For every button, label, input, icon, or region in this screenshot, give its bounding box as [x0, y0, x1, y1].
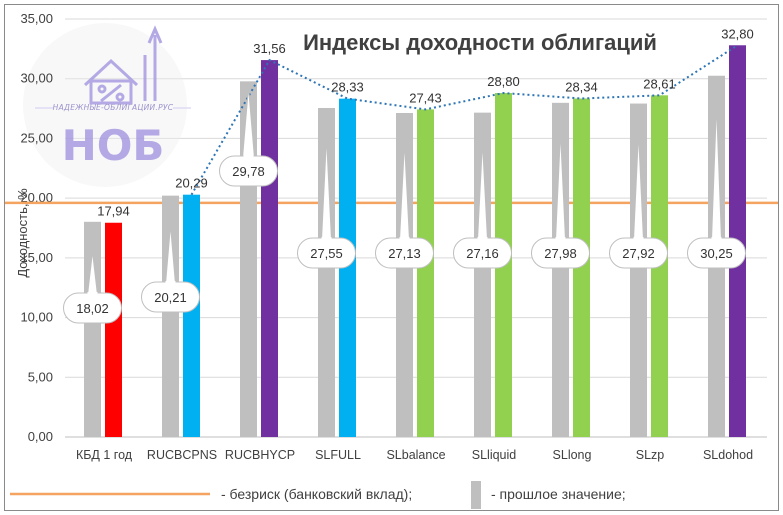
current-value-label: 28,33 — [331, 80, 364, 95]
previous-value-label: 27,55 — [310, 246, 343, 261]
bar-previous — [552, 102, 569, 437]
bar-current — [261, 60, 278, 437]
bar-previous — [474, 112, 491, 437]
current-value-label: 28,61 — [643, 76, 676, 91]
current-value-label: 28,34 — [565, 80, 598, 95]
category-label: SLdohod — [703, 448, 753, 462]
callout-joint — [555, 237, 566, 241]
bar-previous — [396, 112, 413, 437]
previous-value-label: 29,78 — [232, 164, 265, 179]
logo-watermark: НАДЕЖНЫЕ-ОБЛИГАЦИИ.РУС НОБ — [23, 23, 191, 187]
previous-value-label: 27,92 — [622, 246, 655, 261]
y-tick-label: 5,00 — [28, 369, 53, 384]
current-value-label: 32,80 — [721, 26, 754, 41]
current-value-label: 31,56 — [253, 41, 286, 56]
bar-current — [417, 109, 434, 438]
y-tick-label: 15,00 — [20, 250, 53, 265]
y-tick-label: 20,00 — [20, 190, 53, 205]
bars — [84, 45, 746, 438]
y-tick-label: 30,00 — [20, 71, 53, 86]
previous-value-label: 27,98 — [544, 246, 577, 261]
category-label: SLzp — [636, 448, 665, 462]
y-tick-labels: 0,00 5,00 10,00 15,00 20,00 25,00 30,00 35,00 — [20, 11, 53, 444]
category-label: SLliquid — [472, 448, 517, 462]
y-tick-label: 10,00 — [20, 310, 53, 325]
y-tick-label: 35,00 — [20, 11, 53, 26]
callout-joint — [165, 281, 176, 285]
trend-line — [190, 44, 739, 196]
category-label: RUCBHYCP — [225, 448, 295, 462]
chart-frame: НАДЕЖНЫЕ-ОБЛИГАЦИИ.РУС НОБ Индексы доход… — [4, 4, 779, 511]
logo-tagline: НАДЕЖНЫЕ-ОБЛИГАЦИИ.РУС — [53, 103, 174, 112]
legend-risk-free-label: - безриск (банковский вклад); — [221, 486, 412, 502]
previous-value-label: 18,02 — [76, 301, 109, 316]
legend-previous-label: - прошлое значение; — [491, 486, 626, 502]
current-value-label: 28,80 — [487, 74, 520, 89]
previous-value-label: 30,25 — [700, 246, 733, 261]
bar-current — [339, 98, 356, 437]
house-chart-icon — [83, 25, 163, 105]
previous-value-label: 27,16 — [466, 246, 499, 261]
previous-value-label: 20,21 — [154, 290, 187, 305]
y-tick-label: 25,00 — [20, 130, 53, 145]
legend: - безриск (банковский вклад); - прошлое … — [10, 481, 626, 509]
callout-joint — [477, 237, 488, 241]
trend-polyline — [190, 44, 739, 196]
callout-joint — [711, 237, 722, 241]
callout-joint — [321, 237, 332, 241]
category-label: SLlong — [553, 448, 592, 462]
bond-yield-chart: НАДЕЖНЫЕ-ОБЛИГАЦИИ.РУС НОБ Индексы доход… — [5, 11, 778, 509]
bar-current — [183, 194, 200, 437]
chart-title: Индексы доходности облигаций — [303, 30, 657, 55]
bar-previous — [84, 221, 101, 437]
legend-previous-swatch — [471, 481, 481, 509]
current-value-label: 27,43 — [409, 90, 442, 105]
category-label: SLbalance — [386, 448, 445, 462]
category-labels: КБД 1 год RUCBCPNS RUCBHYCP SLFULL SLbalance… — [76, 448, 753, 462]
callout-joint — [87, 292, 98, 296]
category-label: SLFULL — [315, 448, 361, 462]
y-axis-label: Доходность, % — [15, 188, 30, 278]
category-label: КБД 1 год — [76, 448, 133, 462]
bar-previous — [318, 107, 335, 437]
bar-previous — [162, 195, 179, 437]
bar-current — [573, 98, 590, 437]
bar-previous — [630, 103, 647, 438]
callout-joint — [243, 155, 254, 159]
previous-value-callouts: 18,02 20,21 29,78 27,55 27,13 27,16 27,98 27,92… — [63, 87, 746, 324]
current-value-label: 20,29 — [175, 176, 208, 191]
callout-joint — [633, 237, 644, 241]
logo-mark: НОБ — [62, 121, 165, 170]
current-value-labels: 17,94 20,29 31,56 28,33 27,43 28,80 28,34 28,61… — [97, 26, 754, 218]
y-tick-label: 0,00 — [28, 429, 53, 444]
current-value-label: 17,94 — [97, 204, 130, 219]
previous-value-label: 27,13 — [388, 246, 421, 261]
bar-current — [105, 222, 122, 437]
category-label: RUCBCPNS — [147, 448, 217, 462]
callout-joint — [399, 237, 410, 241]
